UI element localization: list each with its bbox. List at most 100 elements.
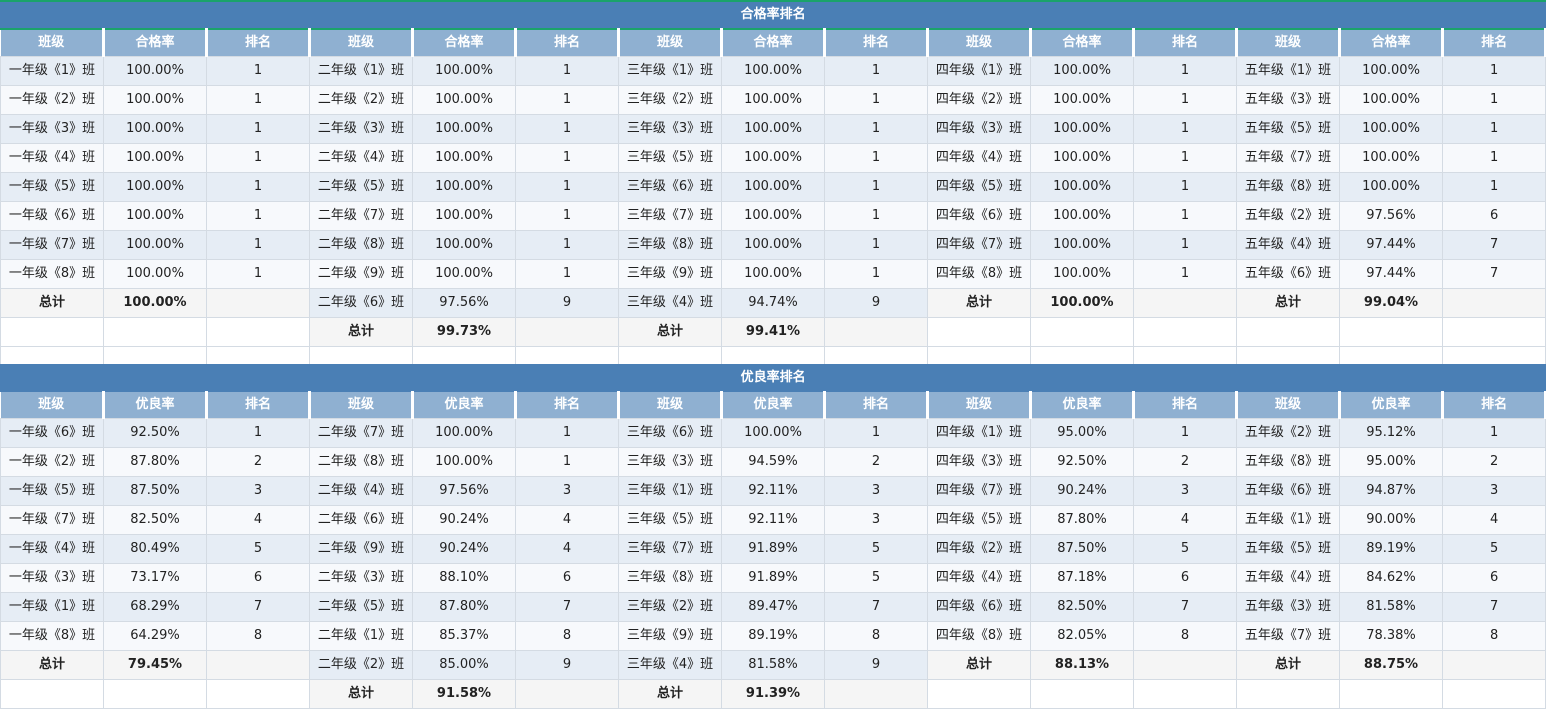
rank-cell[interactable]: 8 bbox=[1441, 621, 1547, 651]
empty-cell[interactable] bbox=[206, 650, 310, 680]
rate-cell[interactable]: 100.00% bbox=[1030, 85, 1134, 115]
class-name-cell[interactable]: 五年级《7》班 bbox=[1236, 143, 1340, 173]
class-name-cell[interactable]: 一年级《2》班 bbox=[0, 85, 104, 115]
class-name-cell[interactable]: 二年级《3》班 bbox=[309, 563, 413, 593]
rank-cell[interactable]: 1 bbox=[1133, 201, 1237, 231]
class-name-cell[interactable]: 一年级《7》班 bbox=[0, 505, 104, 535]
rank-cell[interactable]: 1 bbox=[824, 201, 928, 231]
total-value-cell[interactable]: 91.58% bbox=[412, 679, 516, 709]
empty-cell[interactable] bbox=[1441, 679, 1547, 709]
rate-cell[interactable]: 64.29% bbox=[103, 621, 207, 651]
rate-cell[interactable]: 87.80% bbox=[103, 447, 207, 477]
header-rank[interactable]: 排名 bbox=[1442, 391, 1548, 419]
total-label-cell[interactable]: 总计 bbox=[927, 650, 1031, 680]
rate-cell[interactable]: 92.11% bbox=[721, 505, 825, 535]
header-class[interactable]: 班级 bbox=[1236, 391, 1341, 419]
rate-cell[interactable]: 90.24% bbox=[412, 534, 516, 564]
class-name-cell[interactable]: 二年级《6》班 bbox=[309, 505, 413, 535]
empty-cell[interactable] bbox=[1441, 288, 1547, 318]
rank-cell[interactable]: 1 bbox=[515, 114, 619, 144]
rate-cell[interactable]: 100.00% bbox=[412, 114, 516, 144]
rate-cell[interactable]: 100.00% bbox=[1030, 143, 1134, 173]
total-label-cell[interactable]: 总计 bbox=[1236, 650, 1340, 680]
class-name-cell[interactable]: 三年级《9》班 bbox=[618, 621, 722, 651]
empty-cell[interactable] bbox=[824, 679, 928, 709]
header-rank[interactable]: 排名 bbox=[824, 29, 929, 57]
total-label-cell[interactable]: 总计 bbox=[0, 650, 104, 680]
rank-cell[interactable]: 6 bbox=[1441, 563, 1547, 593]
class-name-cell[interactable]: 一年级《8》班 bbox=[0, 621, 104, 651]
empty-cell[interactable] bbox=[515, 679, 619, 709]
class-name-cell[interactable]: 三年级《3》班 bbox=[618, 114, 722, 144]
rate-cell[interactable]: 97.44% bbox=[1339, 259, 1443, 289]
rank-cell[interactable]: 1 bbox=[206, 259, 310, 289]
rate-cell[interactable]: 90.24% bbox=[412, 505, 516, 535]
rank-cell[interactable]: 7 bbox=[1441, 592, 1547, 622]
class-name-cell[interactable]: 一年级《6》班 bbox=[0, 201, 104, 231]
rate-cell[interactable]: 85.00% bbox=[412, 650, 516, 680]
class-name-cell[interactable]: 三年级《5》班 bbox=[618, 505, 722, 535]
rank-cell[interactable]: 1 bbox=[515, 259, 619, 289]
rank-cell[interactable]: 4 bbox=[515, 534, 619, 564]
class-name-cell[interactable]: 二年级《8》班 bbox=[309, 447, 413, 477]
rank-cell[interactable]: 1 bbox=[824, 56, 928, 86]
class-name-cell[interactable]: 五年级《8》班 bbox=[1236, 172, 1340, 202]
header-rank[interactable]: 排名 bbox=[206, 391, 311, 419]
rank-cell[interactable]: 1 bbox=[206, 85, 310, 115]
rate-cell[interactable]: 95.12% bbox=[1339, 418, 1443, 448]
class-name-cell[interactable]: 一年级《3》班 bbox=[0, 563, 104, 593]
rate-cell[interactable]: 100.00% bbox=[412, 230, 516, 260]
class-name-cell[interactable]: 四年级《1》班 bbox=[927, 418, 1031, 448]
class-name-cell[interactable]: 三年级《2》班 bbox=[618, 592, 722, 622]
rate-cell[interactable]: 100.00% bbox=[1030, 230, 1134, 260]
rank-cell[interactable]: 7 bbox=[1441, 259, 1547, 289]
rank-cell[interactable]: 3 bbox=[824, 476, 928, 506]
empty-cell[interactable] bbox=[1133, 288, 1237, 318]
class-name-cell[interactable]: 四年级《6》班 bbox=[927, 592, 1031, 622]
rank-cell[interactable]: 1 bbox=[1133, 230, 1237, 260]
class-name-cell[interactable]: 三年级《6》班 bbox=[618, 418, 722, 448]
empty-cell[interactable] bbox=[0, 317, 104, 347]
rate-cell[interactable]: 100.00% bbox=[1030, 201, 1134, 231]
header-rank[interactable]: 排名 bbox=[1442, 29, 1548, 57]
header-rate[interactable]: 合格率 bbox=[1030, 29, 1135, 57]
header-rate[interactable]: 合格率 bbox=[103, 29, 208, 57]
class-name-cell[interactable]: 五年级《4》班 bbox=[1236, 230, 1340, 260]
header-rank[interactable]: 排名 bbox=[515, 391, 620, 419]
total-label-cell[interactable]: 总计 bbox=[309, 317, 413, 347]
total-value-cell[interactable]: 79.45% bbox=[103, 650, 207, 680]
rank-cell[interactable]: 5 bbox=[1133, 534, 1237, 564]
rank-cell[interactable]: 5 bbox=[824, 534, 928, 564]
header-rate[interactable]: 合格率 bbox=[721, 29, 826, 57]
rank-cell[interactable]: 1 bbox=[515, 418, 619, 448]
class-name-cell[interactable]: 四年级《8》班 bbox=[927, 621, 1031, 651]
header-rank[interactable]: 排名 bbox=[1133, 391, 1238, 419]
rank-cell[interactable]: 1 bbox=[824, 114, 928, 144]
rate-cell[interactable]: 100.00% bbox=[103, 230, 207, 260]
rank-cell[interactable]: 1 bbox=[1441, 85, 1547, 115]
header-class[interactable]: 班级 bbox=[0, 29, 105, 57]
empty-cell[interactable] bbox=[927, 679, 1031, 709]
class-name-cell[interactable]: 一年级《8》班 bbox=[0, 259, 104, 289]
rank-cell[interactable]: 1 bbox=[824, 85, 928, 115]
class-name-cell[interactable]: 一年级《4》班 bbox=[0, 534, 104, 564]
class-name-cell[interactable]: 三年级《1》班 bbox=[618, 476, 722, 506]
rank-cell[interactable]: 4 bbox=[515, 505, 619, 535]
rank-cell[interactable]: 1 bbox=[824, 230, 928, 260]
rank-cell[interactable]: 1 bbox=[1441, 143, 1547, 173]
rank-cell[interactable]: 1 bbox=[1133, 85, 1237, 115]
rate-cell[interactable]: 100.00% bbox=[721, 230, 825, 260]
rate-cell[interactable]: 88.10% bbox=[412, 563, 516, 593]
rate-cell[interactable]: 100.00% bbox=[1339, 143, 1443, 173]
rate-cell[interactable]: 81.58% bbox=[721, 650, 825, 680]
rank-cell[interactable]: 1 bbox=[824, 172, 928, 202]
empty-cell[interactable] bbox=[1133, 317, 1237, 347]
rate-cell[interactable]: 94.59% bbox=[721, 447, 825, 477]
rate-cell[interactable]: 100.00% bbox=[721, 259, 825, 289]
class-name-cell[interactable]: 三年级《8》班 bbox=[618, 230, 722, 260]
class-name-cell[interactable]: 三年级《1》班 bbox=[618, 56, 722, 86]
rate-cell[interactable]: 92.50% bbox=[103, 418, 207, 448]
rate-cell[interactable]: 95.00% bbox=[1030, 418, 1134, 448]
rank-cell[interactable]: 3 bbox=[824, 505, 928, 535]
class-name-cell[interactable]: 三年级《6》班 bbox=[618, 172, 722, 202]
